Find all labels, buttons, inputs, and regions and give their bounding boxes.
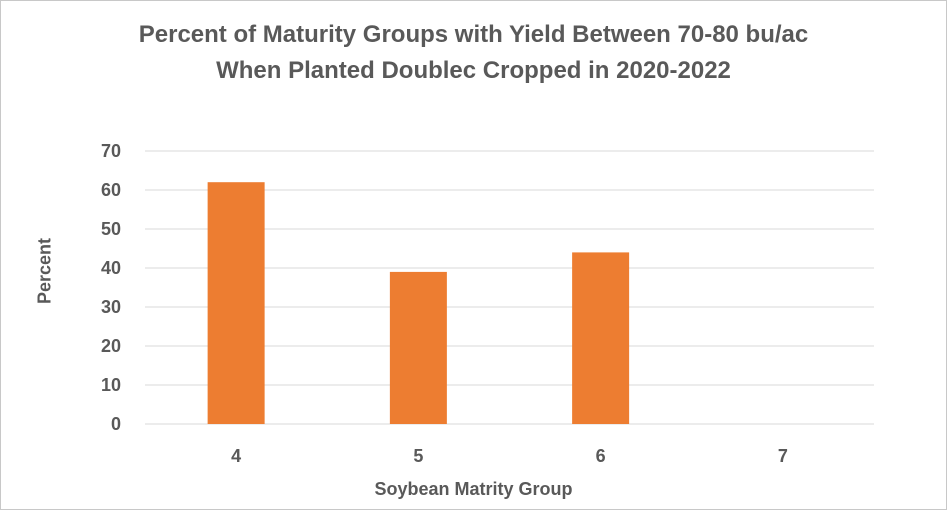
x-tick-label: 4 — [231, 446, 241, 466]
x-tick-label: 7 — [778, 446, 788, 466]
x-tick-label: 6 — [596, 446, 606, 466]
y-tick-label: 10 — [101, 375, 121, 395]
chart-title-line-1: Percent of Maturity Groups with Yield Be… — [138, 21, 809, 48]
y-tick-label: 50 — [101, 219, 121, 239]
bar-4 — [207, 182, 265, 424]
chart-title-line-2: When Planted Doublec Cropped in 2020-202… — [216, 57, 731, 84]
x-tick-label: 5 — [413, 446, 423, 466]
chart-title: Percent of Maturity Groups with Yield Be… — [1, 17, 946, 89]
y-tick-label: 20 — [101, 336, 121, 356]
x-axis-label: Soybean Matrity Group — [374, 479, 573, 499]
y-axis-label: Percent — [34, 237, 55, 305]
y-tick-label: 40 — [101, 258, 121, 278]
y-tick-label: 70 — [101, 141, 121, 161]
bar-6 — [572, 252, 630, 424]
y-tick-label: 60 — [101, 180, 121, 200]
bar-5 — [389, 271, 447, 424]
y-tick-label: 30 — [101, 297, 121, 317]
y-tick-label: 0 — [111, 414, 121, 434]
